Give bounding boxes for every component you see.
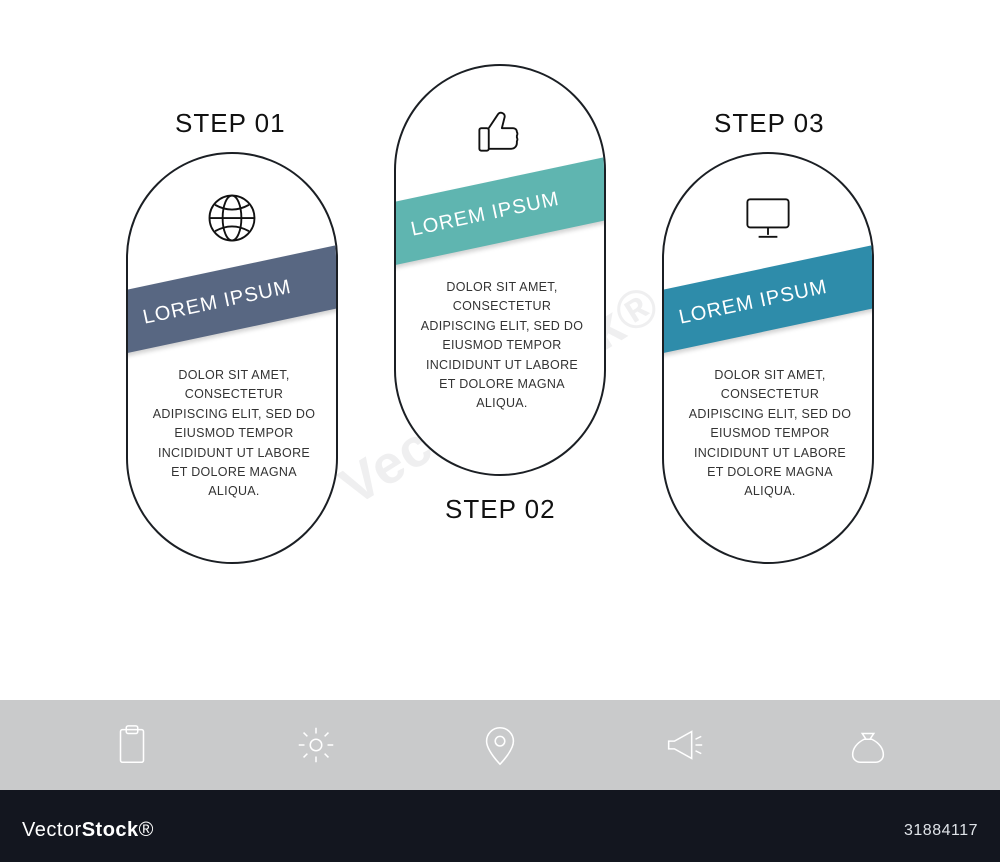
step-label-01: STEP 01	[175, 108, 286, 139]
megaphone-icon	[661, 722, 707, 768]
bag-icon	[845, 722, 891, 768]
gear-icon	[293, 722, 339, 768]
body-text-step-03: DOLOR SIT AMET, CONSECTETUR ADIPISCING E…	[686, 366, 854, 502]
ribbon-step-02: LOREM IPSUM	[394, 155, 606, 267]
ribbon-step-03: LOREM IPSUM	[662, 243, 874, 355]
footer-brand-light: Vector	[22, 819, 82, 841]
monitor-icon	[738, 188, 798, 248]
footer-brand-bold: Stock	[82, 819, 139, 841]
clipboard-icon	[109, 722, 155, 768]
card-step-02: LOREM IPSUM DOLOR SIT AMET, CONSECTETUR …	[394, 64, 606, 476]
thumbs-up-icon	[470, 100, 530, 160]
footer-brand: VectorStock®	[22, 819, 154, 842]
icon-strip	[0, 700, 1000, 790]
ribbon-step-01: LOREM IPSUM	[126, 243, 338, 355]
body-text-step-01: DOLOR SIT AMET, CONSECTETUR ADIPISCING E…	[150, 366, 318, 502]
pin-icon	[477, 722, 523, 768]
ribbon-title: LOREM IPSUM	[677, 275, 830, 329]
body-text-step-02: DOLOR SIT AMET, CONSECTETUR ADIPISCING E…	[418, 278, 586, 414]
infographic-stage: VectorStock® STEP 01 LOREM IPSUM DOLOR S…	[0, 0, 1000, 700]
ribbon-title: LOREM IPSUM	[141, 275, 294, 329]
footer-id: 31884117	[904, 822, 978, 840]
step-label-03: STEP 03	[714, 108, 825, 139]
card-step-01: LOREM IPSUM DOLOR SIT AMET, CONSECTETUR …	[126, 152, 338, 564]
footer-bar: VectorStock® 31884117	[0, 790, 1000, 862]
ribbon-title: LOREM IPSUM	[409, 187, 562, 241]
step-label-02: STEP 02	[445, 494, 556, 525]
footer-brand-suffix: ®	[139, 819, 154, 841]
card-step-03: LOREM IPSUM DOLOR SIT AMET, CONSECTETUR …	[662, 152, 874, 564]
globe-icon	[202, 188, 262, 248]
